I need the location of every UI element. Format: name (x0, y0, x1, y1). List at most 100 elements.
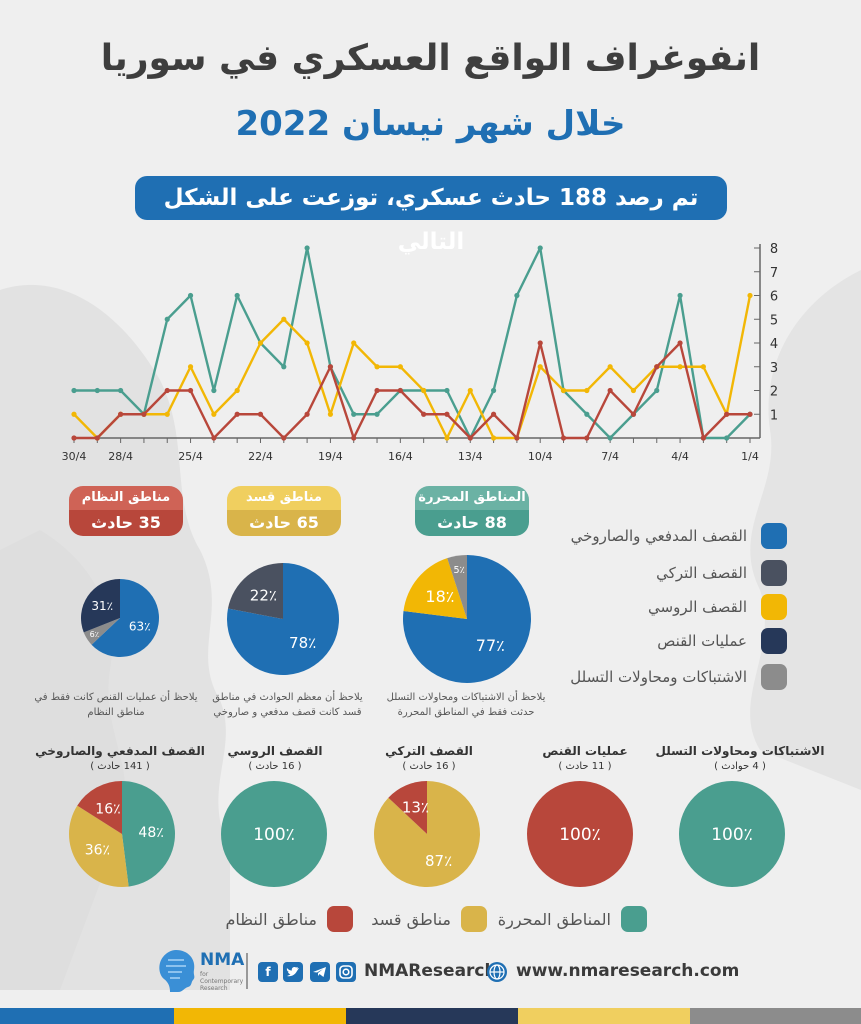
pie-slice (679, 781, 785, 887)
slice-label: 6٪ (90, 630, 99, 639)
pie-clashes: 100٪ (679, 781, 785, 887)
slice-label: 18٪ (425, 587, 454, 606)
pie-slice (77, 781, 122, 834)
data-point (537, 245, 543, 251)
legend-swatch (461, 906, 487, 932)
telegram-icon[interactable] (310, 962, 330, 982)
data-point (374, 411, 380, 417)
data-point (584, 435, 590, 441)
data-point (490, 435, 497, 441)
region-badge-regime: مناطق النظام 35 حادث (69, 486, 183, 536)
slice-label: 78٪ (289, 634, 316, 652)
data-point (351, 411, 357, 417)
x-tick-label: 19/4 (318, 450, 343, 463)
type-chart-count: ( 11 حادث ) (558, 761, 612, 772)
y-tick-label: 6 (770, 290, 778, 305)
instagram-icon[interactable] (336, 962, 356, 982)
y-tick-label: 1 (770, 408, 778, 423)
data-point (351, 435, 357, 441)
series-line (74, 341, 750, 440)
data-point (397, 364, 403, 370)
legend-item-turkish: القصف التركي (487, 558, 787, 588)
y-tick-label: 8 (770, 242, 778, 257)
data-point (654, 387, 660, 394)
data-point (537, 364, 543, 370)
slice-label: 22٪ (250, 587, 277, 605)
facebook-icon[interactable]: f (258, 962, 278, 982)
page-subtitle: خلال شهر نيسان 2022 (235, 104, 626, 144)
y-tick-label: 4 (770, 337, 778, 352)
type-chart-title: القصف الروسي (227, 744, 323, 758)
series-line (74, 246, 751, 440)
data-point (467, 435, 473, 441)
website-link[interactable]: www.nmaresearch.com (516, 961, 740, 981)
data-point (211, 435, 217, 441)
data-point (257, 411, 264, 417)
data-point (281, 435, 287, 441)
data-point (397, 387, 403, 394)
data-point (607, 435, 613, 441)
data-point (94, 435, 100, 441)
pie-slice (221, 781, 327, 887)
legend-item-clashes: الاشتباكات ومحاولات التسلل (487, 662, 787, 692)
legend-swatch (761, 628, 787, 654)
logo-text: NMA (200, 950, 245, 970)
footer-divider (246, 953, 248, 989)
pie-russian: 100٪ (221, 781, 327, 887)
region-name: المناطق المحررة (415, 486, 529, 510)
data-point (607, 364, 613, 370)
data-point (374, 364, 380, 370)
legend-item-russian: القصف الروسي (487, 592, 787, 622)
pie-free-areas: 77٪ 18٪5٪ (403, 555, 531, 683)
slice-label: 5٪ (454, 565, 465, 576)
pie-slice (91, 579, 159, 657)
twitter-icon[interactable] (283, 962, 303, 982)
data-point (187, 292, 194, 299)
data-point (327, 411, 334, 417)
x-tick-label: 28/4 (108, 450, 133, 463)
legend-label: القصف التركي (656, 564, 747, 582)
data-point (118, 411, 124, 417)
data-point (234, 411, 240, 417)
social-handle[interactable]: NMAResearch (364, 961, 497, 981)
region-name: مناطق النظام (69, 486, 183, 510)
slice-label: 100٪ (711, 825, 753, 845)
stripe-segment (690, 1008, 861, 1024)
legend-label: القصف الروسي (648, 598, 747, 616)
pie-regime-areas: 63٪ 6٪ 31٪ (81, 579, 159, 657)
data-point (630, 411, 637, 417)
slice-label: 16٪ (95, 801, 120, 817)
data-point (421, 387, 427, 394)
pie-sdf-areas: 78٪ 22٪ (227, 563, 339, 675)
x-tick-label: 22/4 (248, 450, 273, 463)
data-point (187, 387, 194, 394)
slice-label: 48٪ (138, 825, 163, 841)
data-point (164, 411, 170, 417)
pie-slice (527, 781, 633, 887)
legend-label: مناطق قسد (371, 909, 451, 929)
region-count: 35 حادث (69, 510, 183, 536)
x-tick-label: 16/4 (388, 450, 413, 463)
x-tick-label: 7/4 (601, 450, 619, 463)
legend-label: مناطق النظام (225, 909, 318, 929)
data-point (234, 292, 240, 299)
region-badge-sdf: مناطق قسد 65 حادث (227, 486, 341, 536)
data-point (257, 340, 264, 346)
data-point (304, 411, 310, 417)
logo-subtext: for Contemporary Research (200, 971, 244, 992)
pie-slice (388, 781, 427, 834)
data-point (281, 316, 287, 322)
slice-label: 100٪ (253, 825, 295, 845)
data-point (560, 387, 567, 394)
type-chart-count: ( 16 حادث ) (402, 761, 456, 772)
legend-swatch (761, 523, 787, 549)
data-point (94, 387, 100, 394)
stripe-segment (0, 1008, 174, 1024)
data-point (421, 411, 427, 417)
logo-head-icon (159, 950, 195, 992)
data-point (234, 387, 240, 394)
legend-swatch (327, 906, 353, 932)
data-point (654, 364, 660, 370)
data-point (607, 387, 613, 394)
series-line (73, 295, 752, 440)
